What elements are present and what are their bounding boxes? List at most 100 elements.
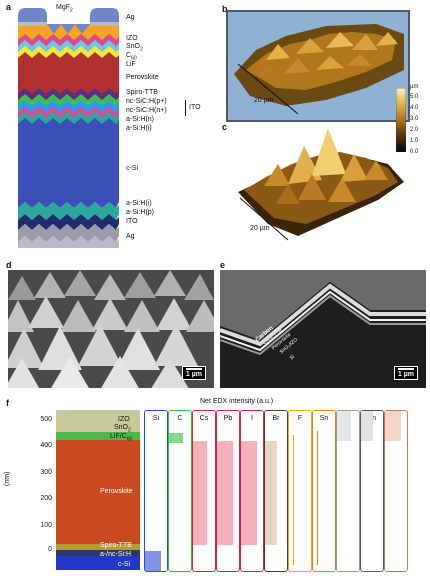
ytick-0: 0 — [48, 546, 52, 553]
label-asi-i-bottom: a-Si:H(i) — [126, 200, 152, 207]
profile-br: Br — [264, 410, 288, 572]
profile-si-label: Si — [152, 415, 160, 422]
sem-image-d: 1 µm — [8, 270, 214, 388]
colorbar-unit: µm — [410, 84, 419, 90]
label-mgf2: MgF2 — [56, 4, 73, 14]
label-spiro: Spiro-TTB — [126, 89, 158, 96]
profile-f: F — [288, 410, 312, 572]
label-ito-bracket: ITO — [189, 104, 201, 111]
mgf2-right-bump — [90, 8, 119, 26]
afm-colorbar — [396, 88, 406, 152]
colorbar-tick-0: 0.0 — [410, 149, 419, 155]
profile-f-label: F — [297, 415, 303, 422]
panel-label-a: a — [6, 2, 12, 12]
colorbar-tick-3: 3.0 — [410, 116, 419, 122]
map-label-perovskite: Perovskite — [100, 488, 133, 495]
colorbar-tick-5: 5.0 — [410, 94, 419, 100]
profile-si-fill — [145, 551, 161, 571]
sem-image-e: Carbon Spiro-TTB Perovskite SnO₂/IZO Si … — [220, 270, 426, 388]
sem-d-scalebar-line — [185, 368, 202, 370]
profile-c-label: C — [177, 415, 183, 422]
label-ito-bottom: ITO — [126, 218, 138, 225]
profile-i: I — [240, 410, 264, 572]
profile-o: O — [384, 410, 408, 572]
profile-br-fill — [265, 441, 277, 545]
sem-e-scalebar-text: 1 µm — [397, 371, 414, 378]
label-ag-bottom: Ag — [126, 233, 135, 240]
profile-cs: Cs — [192, 410, 216, 572]
profile-c-peak — [169, 433, 183, 443]
edx-map-csi — [56, 556, 140, 570]
profile-pb-label: Pb — [223, 415, 233, 422]
panel-label-f: f — [6, 398, 9, 408]
profile-cs-label: Cs — [199, 415, 209, 422]
profile-zn: Zn — [360, 410, 384, 572]
edx-map-lif — [56, 432, 140, 440]
map-label-lif-c60: LiF/C60 — [110, 433, 133, 443]
label-lif: LiF — [126, 61, 136, 68]
label-nc-p: nc-SiC:H(p+) — [126, 98, 167, 105]
afm-image-c: 20 µm — [238, 128, 404, 241]
map-label-asi: a-/nc-Si:H — [100, 551, 132, 558]
device-stack-diagram — [18, 8, 119, 248]
edx-map-perovskite — [56, 440, 140, 544]
panel-label-b: b — [222, 4, 228, 14]
ito-bracket — [185, 100, 186, 116]
profile-in-fill — [337, 411, 351, 441]
sem-d-scalebar-text: 1 µm — [185, 371, 202, 378]
edx-map — [56, 410, 140, 570]
label-c60: C60 — [126, 52, 137, 62]
afm-image-b: 20 µm — [226, 10, 410, 122]
map-label-sno2: SnO2 — [114, 424, 131, 434]
profile-i-fill — [241, 441, 257, 545]
profile-sn-label: Sn — [319, 415, 329, 422]
profile-cs-fill — [193, 441, 207, 545]
panel-label-e: e — [220, 260, 226, 270]
edx-map-izo — [56, 410, 140, 432]
edx-profiles: Si C Cs Pb I Br F Sn In Zn O — [142, 410, 430, 572]
sem-e-scalebar: 1 µm — [393, 366, 418, 380]
label-ag-top: Ag — [126, 14, 135, 21]
edx-yticks: 500 400 300 200 100 0 — [20, 412, 54, 572]
panel-label-d: d — [6, 260, 12, 270]
profile-pb-fill — [217, 441, 233, 545]
label-asi-p: a-Si:H(p) — [126, 209, 155, 216]
ytick-500: 500 — [40, 416, 52, 423]
profile-f-line — [293, 435, 294, 565]
ytick-200: 200 — [40, 495, 52, 502]
profile-in: In — [336, 410, 360, 572]
sem-d-scalebar: 1 µm — [181, 366, 206, 380]
afm-b-scale-text: 20 µm — [254, 97, 274, 104]
colorbar-tick-1: 1.0 — [410, 138, 419, 144]
edx-title: Net EDX intensity (a.u.) — [200, 398, 274, 405]
ytick-100: 100 — [40, 522, 52, 529]
colorbar-tick-2: 2.0 — [410, 127, 419, 133]
profile-zn-fill — [361, 411, 373, 441]
colorbar-tick-4: 4.0 — [410, 105, 419, 111]
mgf2-left-bump — [18, 8, 47, 26]
edx-ylabel: (nm) — [4, 471, 11, 486]
csi-layer — [18, 118, 119, 208]
map-label-csi: c-Si — [118, 561, 131, 568]
map-label-izo: IZO — [118, 416, 130, 423]
label-izo: IZO — [126, 35, 138, 42]
label-asi-i: a-Si:H(i) — [126, 125, 152, 132]
label-asi-n: a-Si:H(n) — [126, 116, 155, 123]
profile-br-label: Br — [272, 415, 280, 422]
profile-si: Si — [144, 410, 168, 572]
profile-o-fill — [385, 411, 401, 441]
profile-i-label: I — [251, 415, 253, 422]
ytick-300: 300 — [40, 469, 52, 476]
sem-e-scalebar-line — [397, 368, 414, 370]
map-label-spiro: Spiro-TTB — [100, 542, 132, 549]
edx-map-asi — [56, 550, 140, 556]
ytick-400: 400 — [40, 442, 52, 449]
label-perovskite: Perovskite — [126, 74, 159, 81]
profile-pb: Pb — [216, 410, 240, 572]
label-csi: c-Si — [126, 165, 139, 172]
profile-sn-line — [317, 431, 318, 565]
edx-map-spiro — [56, 544, 140, 550]
profile-c: C — [168, 410, 192, 572]
afm-c-scale-text: 20 µm — [250, 225, 270, 232]
panel-label-c: c — [222, 122, 228, 132]
